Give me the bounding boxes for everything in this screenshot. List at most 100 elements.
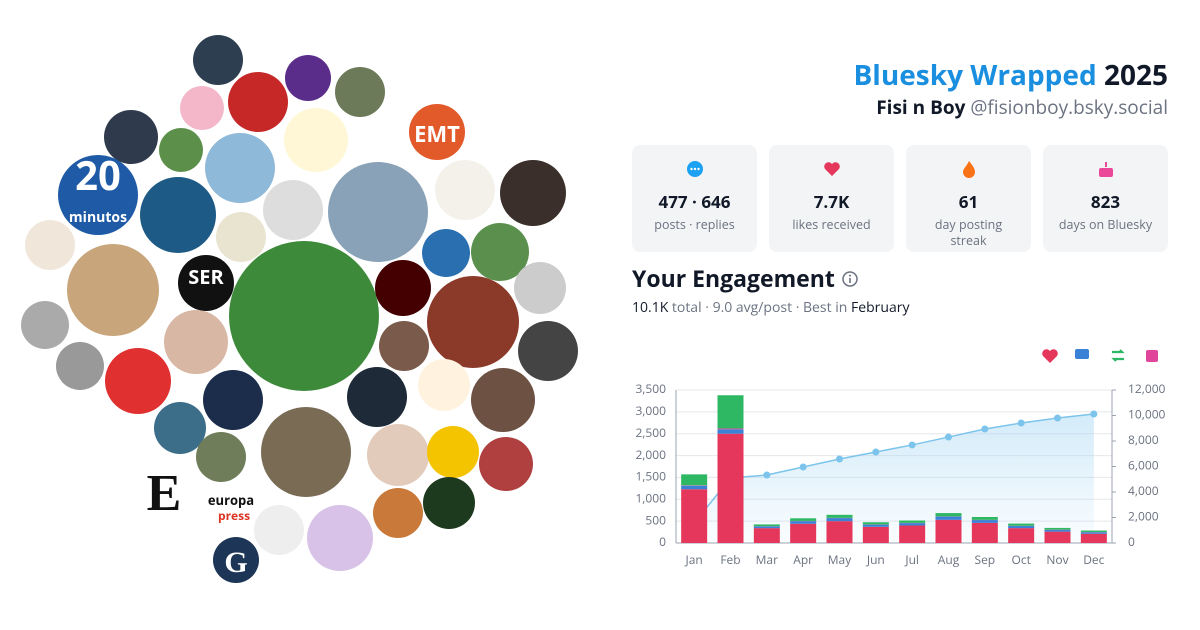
legend bbox=[1042, 349, 1158, 363]
legend-icon[interactable] bbox=[1042, 349, 1058, 363]
bar-segment bbox=[1008, 528, 1035, 543]
avatar bbox=[56, 342, 104, 390]
avatar bbox=[180, 86, 224, 130]
bar-segment bbox=[790, 523, 817, 543]
y-tick-label: 1,500 bbox=[635, 468, 666, 485]
bar-segment bbox=[899, 520, 926, 523]
x-tick-label: Dec bbox=[1083, 551, 1104, 568]
avatar bbox=[423, 477, 475, 529]
stat-label: likes received bbox=[792, 216, 871, 233]
avatar bbox=[427, 426, 479, 478]
bar-segment bbox=[826, 518, 853, 522]
stat-card: 7.7K likes received bbox=[769, 145, 894, 252]
avatar-text: 20 bbox=[75, 147, 121, 202]
avatar bbox=[328, 162, 428, 262]
bar-segment bbox=[971, 520, 998, 523]
avatar-text: G bbox=[224, 546, 247, 579]
line-point bbox=[981, 425, 989, 433]
line-area bbox=[694, 413, 1094, 543]
y-tick-label: 500 bbox=[645, 511, 666, 528]
bar-segment bbox=[935, 516, 962, 520]
bar-segment bbox=[862, 522, 889, 525]
icon bbox=[1098, 162, 1113, 177]
avatar bbox=[159, 128, 203, 172]
avatar bbox=[379, 321, 429, 371]
x-tick-label: May bbox=[828, 551, 852, 568]
engagement-summary: 10.1K total · 9.0 avg/post · Best in Feb… bbox=[632, 298, 909, 317]
bar-segment bbox=[899, 523, 926, 526]
bar-segment bbox=[717, 429, 744, 434]
bar-segment bbox=[717, 395, 744, 429]
icon bbox=[686, 161, 703, 177]
bar-segment bbox=[1008, 525, 1035, 529]
title-brand: Bluesky Wrapped bbox=[853, 56, 1097, 94]
x-tick-label: Apr bbox=[793, 551, 813, 568]
bar-segment bbox=[1008, 523, 1035, 526]
bar-segment bbox=[862, 526, 889, 543]
bar-segment bbox=[971, 516, 998, 520]
avatar bbox=[471, 223, 529, 281]
avatar bbox=[213, 537, 259, 583]
avatar bbox=[228, 72, 288, 132]
x-tick-label: Feb bbox=[720, 551, 740, 568]
y-tick-label: 0 bbox=[659, 533, 666, 550]
avatar bbox=[427, 276, 519, 368]
y2-tick-label: 10,000 bbox=[1128, 406, 1166, 423]
x-tick-label: Jul bbox=[904, 551, 919, 568]
avatar-text: press bbox=[218, 507, 250, 524]
avatar bbox=[375, 260, 431, 316]
legend-icon[interactable] bbox=[1111, 349, 1125, 362]
best-month: February bbox=[850, 298, 910, 317]
info-icon[interactable] bbox=[841, 270, 859, 288]
bar-segment bbox=[790, 518, 817, 521]
y2-tick-label: 0 bbox=[1128, 533, 1135, 550]
avatar bbox=[500, 160, 566, 226]
avatar bbox=[367, 424, 429, 486]
bar-segment bbox=[1044, 527, 1071, 530]
stat-card: 477 · 646 posts · replies bbox=[632, 145, 757, 252]
legend-icon[interactable] bbox=[1146, 350, 1158, 362]
stat-value: 823 bbox=[1090, 190, 1121, 213]
avatar bbox=[422, 229, 470, 277]
avatar-text: europa bbox=[208, 491, 254, 509]
avatar bbox=[105, 348, 171, 414]
bar-segment bbox=[753, 524, 780, 527]
line-point bbox=[799, 463, 807, 471]
y-tick-label: 1,000 bbox=[635, 489, 666, 506]
summary-text: total · 9.0 avg/post · Best in bbox=[671, 298, 848, 317]
x-tick-label: Sep bbox=[974, 551, 995, 568]
avatar bbox=[104, 418, 144, 458]
bar-segment bbox=[717, 428, 744, 430]
avatar bbox=[285, 55, 331, 101]
legend-icon[interactable] bbox=[1075, 349, 1089, 359]
avatar bbox=[154, 402, 206, 454]
section-title-text: Your Engagement bbox=[632, 262, 835, 294]
avatar-text: minutos bbox=[69, 208, 127, 227]
y-tick-label: 3,000 bbox=[635, 402, 666, 419]
avatar bbox=[409, 104, 465, 160]
avatar bbox=[193, 35, 243, 85]
bar-segment bbox=[935, 513, 962, 517]
x-tick-label: Oct bbox=[1011, 551, 1030, 568]
line-point bbox=[1054, 414, 1061, 422]
avatar bbox=[58, 155, 138, 235]
bar-segment bbox=[753, 528, 780, 543]
avatar bbox=[347, 367, 407, 427]
bar-segment bbox=[971, 522, 998, 543]
avatar bbox=[263, 180, 323, 240]
avatar-collage: 20 minutos SER EMT E europa press G bbox=[21, 35, 578, 583]
stat-card: 823 days on Bluesky bbox=[1043, 145, 1168, 252]
user: Fisi n Boy @fisionboy.bsky.social bbox=[876, 94, 1168, 120]
bar-segment bbox=[1080, 530, 1107, 533]
line-point bbox=[1090, 410, 1098, 418]
bar-segment bbox=[1044, 529, 1071, 532]
bar-segment bbox=[681, 489, 708, 543]
avatar bbox=[216, 212, 266, 262]
avatar bbox=[261, 407, 351, 497]
avatar bbox=[205, 133, 275, 203]
avatar bbox=[164, 310, 228, 374]
avatar bbox=[203, 370, 263, 430]
avatar bbox=[140, 177, 216, 253]
bar-segment bbox=[790, 521, 817, 524]
avatar bbox=[373, 488, 423, 538]
